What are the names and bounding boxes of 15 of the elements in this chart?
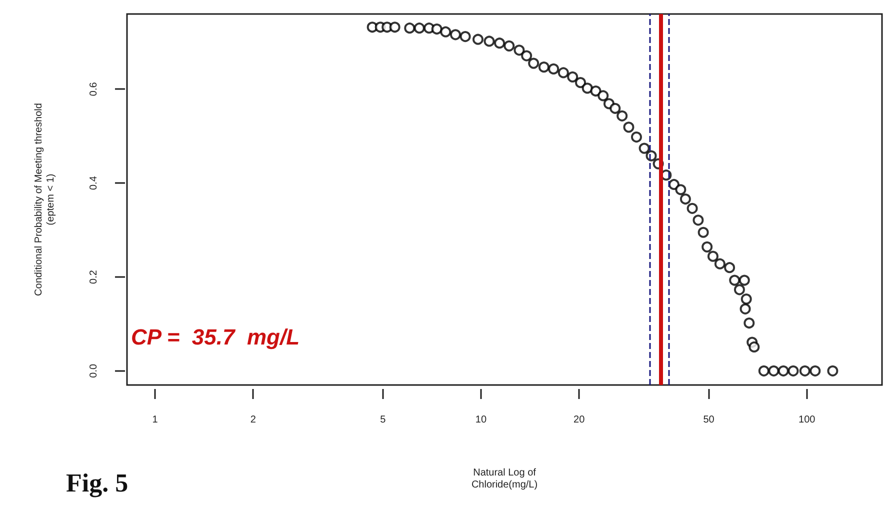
- y-tick-label: 0.2: [88, 270, 100, 284]
- y-tick-label: 0.6: [88, 82, 100, 96]
- x-tick-label: 10: [475, 414, 487, 426]
- y-tick-label: 0.0: [88, 364, 100, 378]
- y-axis-title: Conditional Probability of Meeting threshold (eptem < 1): [34, 103, 56, 296]
- x-tick-label: 20: [574, 414, 586, 426]
- x-tick-label: 1: [152, 414, 158, 426]
- x-axis-title: Natural Log of Chloride(mg/L): [471, 468, 538, 490]
- y-tick-label: 0.4: [88, 176, 100, 190]
- annotation: CP = 35.7 mg/L: [131, 324, 300, 350]
- x-tick-label: 100: [798, 414, 816, 426]
- x-tick-label: 5: [380, 414, 386, 426]
- x-tick-label: 2: [250, 414, 256, 426]
- x-tick-label: 50: [703, 414, 715, 426]
- caption: Fig. 5: [66, 468, 128, 498]
